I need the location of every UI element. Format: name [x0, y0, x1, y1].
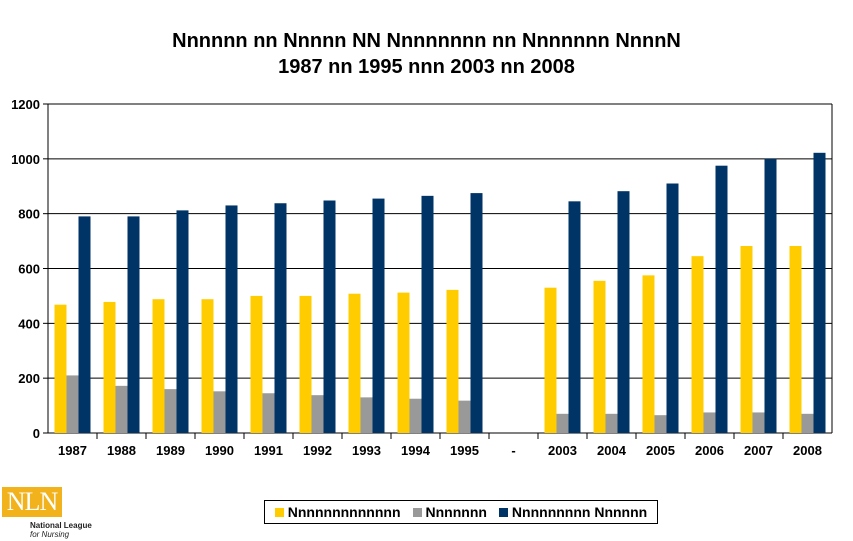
- bar-series-3-1995: [470, 193, 483, 433]
- nln-logo-text: National League for Nursing: [30, 521, 92, 539]
- legend-label-series-1: Nnnnnnnnnnnnn: [287, 504, 401, 520]
- bar-series-1-1995: [446, 289, 459, 433]
- x-tick-label-2007: 2007: [744, 443, 773, 458]
- x-tick-label-1994: 1994: [401, 443, 431, 458]
- nln-logo-line1: National League: [30, 521, 92, 530]
- bar-series-2-1993: [360, 397, 373, 433]
- y-tick-label-800: 800: [18, 207, 40, 222]
- x-tick-label--: -: [511, 443, 515, 458]
- legend-swatch-series-2: [412, 507, 422, 517]
- chart-title-line1: Nnnnnn nn Nnnnn NN Nnnnnnnn nn Nnnnnnn N…: [172, 30, 681, 52]
- bar-series-1-1993: [348, 293, 361, 433]
- x-tick-label-1995: 1995: [450, 443, 479, 458]
- bar-series-3-2004: [617, 191, 630, 433]
- legend-swatch-series-3: [498, 507, 508, 517]
- y-tick-label-1000: 1000: [11, 152, 40, 167]
- bar-series-2-2003: [556, 413, 569, 433]
- nln-logo-line2: for Nursing: [30, 530, 70, 539]
- bar-series-3-1988: [127, 216, 140, 433]
- y-tick-label-200: 200: [18, 371, 40, 386]
- bar-series-2-1991: [262, 393, 275, 433]
- x-tick-label-1987: 1987: [58, 443, 87, 458]
- x-tick-label-2005: 2005: [646, 443, 675, 458]
- bar-series-3-1987: [78, 216, 91, 433]
- legend-label-series-2: Nnnnnnn: [425, 504, 487, 520]
- bar-series-1-1989: [152, 299, 165, 433]
- x-tick-label-1990: 1990: [205, 443, 234, 458]
- bar-series-1-2004: [593, 280, 606, 433]
- y-tick-label-1200: 1200: [11, 97, 40, 112]
- bar-series-3-2005: [666, 183, 679, 433]
- bar-series-2-1992: [311, 395, 324, 433]
- x-tick-label-2004: 2004: [597, 443, 627, 458]
- bar-series-1-1991: [250, 295, 263, 433]
- bar-series-1-2008: [789, 246, 802, 433]
- bar-series-2-1990: [213, 391, 226, 433]
- bar-series-1-2005: [642, 275, 655, 433]
- bar-series-2-1994: [409, 398, 422, 433]
- bar-series-1-1992: [299, 295, 312, 433]
- bar-series-1-1987: [54, 304, 67, 433]
- y-tick-label-0: 0: [33, 426, 40, 441]
- bar-series-3-1992: [323, 200, 336, 433]
- bar-series-2-2007: [752, 412, 765, 433]
- bar-series-2-2005: [654, 415, 667, 433]
- legend-label-series-3: Nnnnnnnnn Nnnnnn: [511, 504, 648, 520]
- bar-series-3-2007: [764, 158, 777, 434]
- legend-item-series-1: Nnnnnnnnnnnnn: [274, 504, 401, 520]
- bar-series-2-2008: [801, 413, 814, 433]
- bar-series-2-2004: [605, 413, 618, 433]
- x-tick-label-1993: 1993: [352, 443, 381, 458]
- chart-title-line2: 1987 nn 1995 nnn 2003 nn 2008: [278, 56, 575, 78]
- y-tick-label-400: 400: [18, 316, 40, 331]
- chart-title: Nnnnnn nn Nnnnn NN Nnnnnnnn nn Nnnnnnn N…: [0, 28, 853, 80]
- bar-series-1-2007: [740, 246, 753, 433]
- x-tick-label-2006: 2006: [695, 443, 724, 458]
- bar-series-1-1988: [103, 301, 116, 433]
- legend-item-series-2: Nnnnnnn: [412, 504, 487, 520]
- bar-series-2-1989: [164, 389, 177, 433]
- bar-series-2-1987: [66, 375, 79, 433]
- nln-logo-mark: NLN: [2, 487, 62, 517]
- x-tick-label-1991: 1991: [254, 443, 283, 458]
- bar-series-3-1989: [176, 210, 189, 433]
- bar-series-3-1990: [225, 205, 238, 433]
- chart-legend: Nnnnnnnnnnnnn Nnnnnnn Nnnnnnnnn Nnnnnn: [264, 500, 658, 524]
- x-tick-label-2003: 2003: [548, 443, 577, 458]
- y-tick-label-600: 600: [18, 262, 40, 277]
- legend-swatch-series-1: [274, 507, 284, 517]
- nln-logo: NLN National League for Nursing: [0, 487, 110, 541]
- bar-series-3-2006: [715, 165, 728, 433]
- bar-series-2-1995: [458, 400, 471, 433]
- x-tick-label-1989: 1989: [156, 443, 185, 458]
- bar-series-1-1990: [201, 299, 214, 433]
- bar-series-3-1993: [372, 198, 385, 433]
- x-tick-label-2008: 2008: [793, 443, 822, 458]
- legend-item-series-3: Nnnnnnnnn Nnnnnn: [498, 504, 648, 520]
- bar-series-1-2006: [691, 256, 704, 433]
- x-tick-label-1992: 1992: [303, 443, 332, 458]
- bar-series-2-2006: [703, 412, 716, 433]
- bar-series-2-1988: [115, 385, 128, 433]
- bar-series-1-2003: [544, 287, 557, 433]
- bar-series-3-2008: [813, 152, 826, 433]
- bar-series-1-1994: [397, 292, 410, 433]
- bar-series-3-2003: [568, 201, 581, 433]
- x-tick-label-1988: 1988: [107, 443, 136, 458]
- bar-chart: 0 200 400 600 800 1000 1200 1987 1988 1989 1990 199…: [11, 97, 833, 458]
- bar-series-3-1994: [421, 195, 434, 433]
- bar-series-3-1991: [274, 203, 287, 433]
